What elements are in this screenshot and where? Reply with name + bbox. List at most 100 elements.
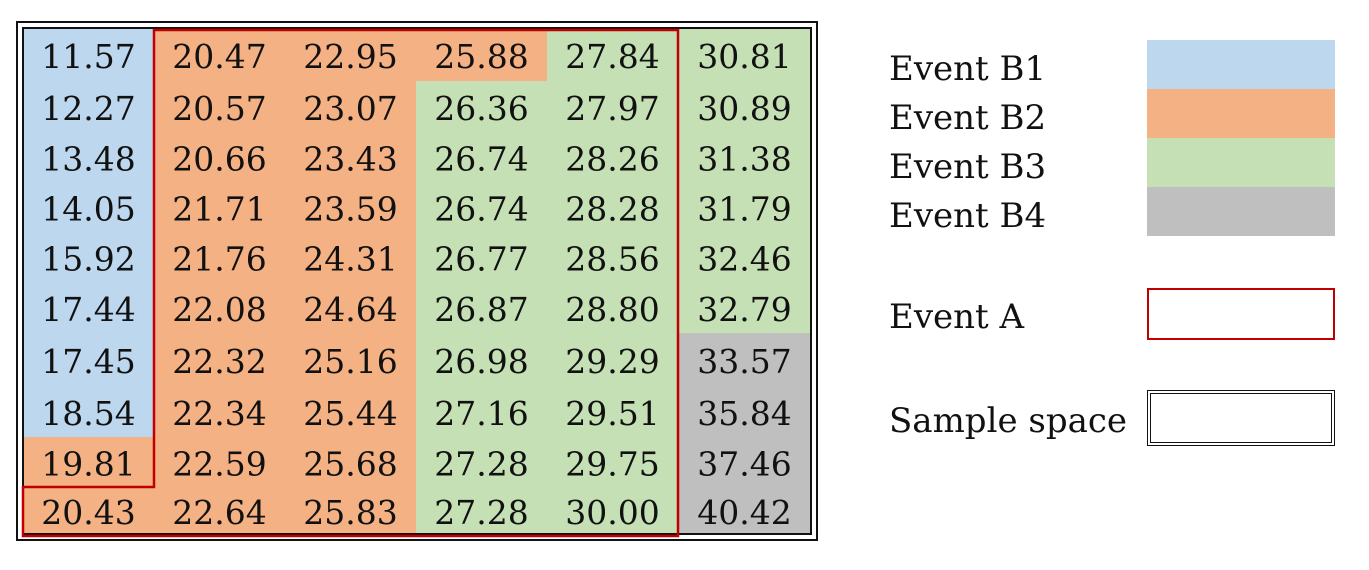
- cell-value: 29.51: [565, 394, 659, 433]
- cell-bg-b2: [154, 28, 285, 81]
- cell-bg-b2: [285, 81, 416, 132]
- cell-bg-b3: [547, 132, 678, 182]
- cell-bg-b3: [547, 28, 678, 81]
- cell-value: 22.95: [303, 37, 397, 76]
- cell-value: 21.76: [172, 240, 266, 279]
- cell-value: 25.68: [303, 445, 397, 484]
- cell-bg-b1: [23, 182, 154, 232]
- cell-bg-b1: [23, 386, 154, 437]
- legend-swatch-event-a: [1147, 288, 1335, 340]
- cell-value: 22.34: [172, 394, 266, 433]
- sample-space-inner-frame: [22, 27, 812, 535]
- cell-bg-b2: [154, 232, 285, 282]
- legend-label-b4: Event B4: [889, 196, 1047, 236]
- cell-bg-b2: [154, 81, 285, 132]
- cell-value: 26.36: [434, 89, 528, 128]
- cell-bg-b2: [285, 132, 416, 182]
- cell-value: 22.64: [172, 493, 266, 532]
- cell-bg-b4: [678, 333, 811, 386]
- cell-value: 22.08: [172, 290, 266, 329]
- cell-bg-b3: [678, 132, 811, 182]
- legend-item-event-a: Event A: [889, 288, 1339, 342]
- cell-value: 14.05: [41, 190, 135, 229]
- legend-item-b3: Event B3: [889, 138, 1339, 192]
- legend-swatch-b1: [1147, 40, 1335, 89]
- legend-label-event-a: Event A: [889, 297, 1025, 337]
- cell-bg-b4: [678, 487, 811, 534]
- cell-bg-b3: [416, 182, 547, 232]
- cell-bg-b1: [23, 232, 154, 282]
- cell-value: 17.44: [41, 290, 135, 329]
- legend-swatch-b2: [1147, 89, 1335, 138]
- cell-bg-b2: [23, 487, 154, 534]
- cell-value: 37.46: [697, 445, 791, 484]
- cell-bg-b2: [154, 437, 285, 487]
- legend: Event B1 Event B2 Event B3 Event B4 Even…: [889, 0, 1349, 570]
- cell-value: 32.79: [697, 290, 791, 329]
- cell-value: 27.84: [565, 37, 659, 76]
- cell-bg-b3: [547, 487, 678, 534]
- legend-item-b4: Event B4: [889, 187, 1339, 241]
- cell-value: 22.59: [172, 445, 266, 484]
- cell-bg-b2: [285, 232, 416, 282]
- cell-value: 26.74: [434, 190, 528, 229]
- cell-bg-b3: [678, 232, 811, 282]
- cell-value: 35.84: [697, 394, 791, 433]
- cell-bg-b3: [416, 81, 547, 132]
- cell-bg-b3: [547, 333, 678, 386]
- cell-value: 25.83: [303, 493, 397, 532]
- cell-value: 17.45: [41, 342, 135, 381]
- cell-value: 27.16: [434, 394, 528, 433]
- cell-bg-b2: [154, 182, 285, 232]
- cell-bg-b1: [23, 28, 154, 81]
- cell-bg-b1: [23, 282, 154, 333]
- cell-bg-b2: [285, 333, 416, 386]
- cell-value: 24.64: [303, 290, 397, 329]
- cell-value: 30.89: [697, 89, 791, 128]
- cell-bg-b3: [547, 386, 678, 437]
- cell-value: 12.27: [41, 89, 135, 128]
- cell-value: 28.28: [565, 190, 659, 229]
- cell-bg-b3: [416, 333, 547, 386]
- legend-item-b2: Event B2: [889, 89, 1339, 143]
- cell-value: 25.44: [303, 394, 397, 433]
- cell-value: 27.28: [434, 493, 528, 532]
- cell-bg-b1: [23, 132, 154, 182]
- cell-value: 23.43: [303, 140, 397, 179]
- legend-swatch-sample-space: [1147, 390, 1335, 446]
- cell-value: 26.87: [434, 290, 528, 329]
- cell-bg-b2: [285, 487, 416, 534]
- cell-bg-b2: [285, 182, 416, 232]
- cell-value: 23.59: [303, 190, 397, 229]
- cell-value: 27.97: [565, 89, 659, 128]
- cell-value: 26.98: [434, 342, 528, 381]
- cell-value: 25.88: [434, 37, 528, 76]
- cell-value: 28.26: [565, 140, 659, 179]
- cell-value: 20.43: [41, 493, 135, 532]
- cell-bg-b3: [416, 232, 547, 282]
- cell-bg-b1: [23, 81, 154, 132]
- cell-bg-b3: [678, 81, 811, 132]
- legend-swatch-b4: [1147, 187, 1335, 236]
- cell-bg-b3: [416, 282, 547, 333]
- cell-value: 18.54: [41, 394, 135, 433]
- cell-value: 31.38: [697, 140, 791, 179]
- sample-space-outer-frame: [16, 21, 818, 541]
- cell-value: 31.79: [697, 190, 791, 229]
- cell-value: 28.56: [565, 240, 659, 279]
- legend-label-b3: Event B3: [889, 147, 1047, 187]
- cell-bg-b2: [285, 282, 416, 333]
- cell-bg-b2: [154, 132, 285, 182]
- cell-value: 21.71: [172, 190, 266, 229]
- cell-value: 24.31: [303, 240, 397, 279]
- cell-value: 15.92: [41, 240, 135, 279]
- legend-item-b1: Event B1: [889, 40, 1339, 94]
- cell-value: 26.77: [434, 240, 528, 279]
- cell-bg-b3: [547, 81, 678, 132]
- cell-bg-b3: [547, 182, 678, 232]
- cell-bg-b2: [285, 28, 416, 81]
- cell-bg-b3: [416, 437, 547, 487]
- cell-bg-b1: [23, 333, 154, 386]
- cell-value: 20.57: [172, 89, 266, 128]
